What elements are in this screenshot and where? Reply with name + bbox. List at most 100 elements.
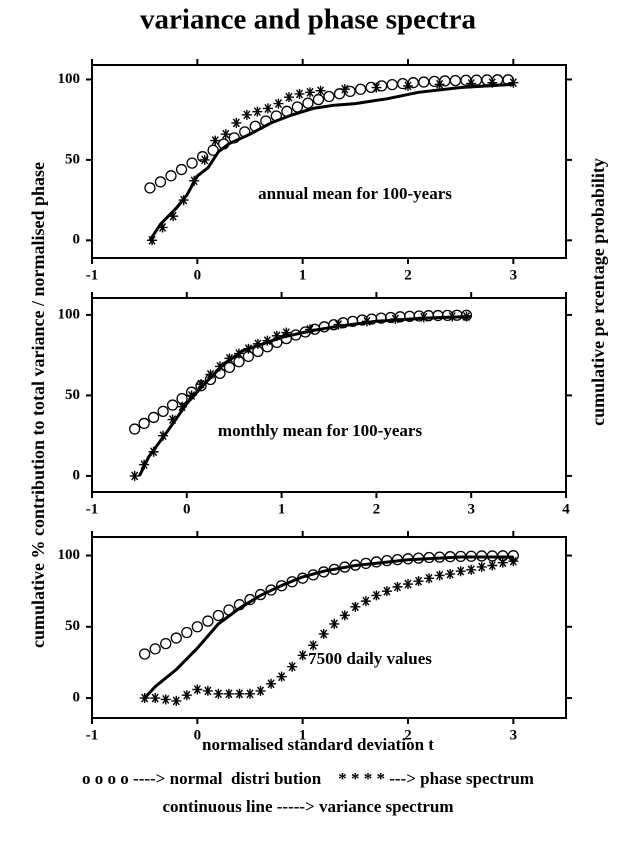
phase-point xyxy=(157,222,168,233)
phase-point xyxy=(245,688,255,699)
phase-point xyxy=(150,693,161,704)
normal-point xyxy=(129,423,141,435)
phase-point xyxy=(199,154,210,165)
x-tick-label: 3 xyxy=(510,267,518,283)
x-tick-label: 1 xyxy=(299,727,307,743)
normal-point xyxy=(175,163,188,176)
phase-point xyxy=(223,688,234,699)
phase-point xyxy=(181,690,192,701)
phase-point xyxy=(339,84,350,95)
phase-point xyxy=(252,338,263,349)
variance-line xyxy=(148,82,514,242)
phase-point xyxy=(371,82,382,93)
phase-point xyxy=(508,77,519,88)
annotation: 7500 daily values xyxy=(308,649,432,668)
phase-point xyxy=(252,106,263,117)
normal-point xyxy=(160,637,172,650)
y-tick-label: 0 xyxy=(73,232,81,248)
normal-point xyxy=(144,182,156,194)
normal-point xyxy=(312,93,325,106)
phase-point xyxy=(186,390,197,401)
normal-point xyxy=(333,88,346,100)
phase-point xyxy=(487,77,498,88)
phase-point xyxy=(466,78,477,89)
phase-point xyxy=(139,693,150,704)
phase-point xyxy=(283,92,294,103)
normal-point xyxy=(275,580,288,592)
phase-point xyxy=(371,590,382,601)
phase-point xyxy=(305,87,316,98)
x-tick-label: 0 xyxy=(194,727,202,743)
x-tick-label: 2 xyxy=(404,267,412,283)
phase-point xyxy=(424,573,435,584)
phase-point xyxy=(333,319,344,330)
phase-point xyxy=(266,678,277,689)
normal-point xyxy=(302,97,314,109)
y-tick-label: 100 xyxy=(58,71,81,87)
phase-point xyxy=(220,129,231,140)
phase-point xyxy=(262,335,273,346)
normal-point xyxy=(149,643,161,655)
phase-point xyxy=(205,369,216,380)
y-tick-label: 50 xyxy=(65,151,80,167)
annotation: monthly mean for 100-years xyxy=(218,421,423,440)
normal-point xyxy=(212,609,225,622)
phase-point xyxy=(262,103,273,114)
chart-title: variance and phase spectra xyxy=(140,4,476,36)
y-tick-label: 0 xyxy=(73,689,81,705)
phase-point xyxy=(168,211,179,222)
normal-point xyxy=(154,176,167,188)
phase-point xyxy=(329,618,340,629)
phase-point xyxy=(315,85,326,96)
phase-point xyxy=(403,579,413,590)
normal-point xyxy=(139,648,151,660)
normal-point xyxy=(170,632,182,644)
normal-point xyxy=(418,76,430,88)
phase-point xyxy=(339,610,350,621)
phase-point xyxy=(445,569,456,580)
phase-point xyxy=(167,414,178,425)
normal-point xyxy=(166,399,179,411)
x-tick-label: -1 xyxy=(86,727,99,743)
phase-point xyxy=(434,570,445,581)
y-tick-label: 50 xyxy=(65,387,80,403)
variance-line xyxy=(138,315,472,477)
normal-point xyxy=(147,411,160,424)
y2-axis-label: cumulative pe rcentage probability xyxy=(588,158,608,426)
phase-point xyxy=(192,684,203,695)
normal-point xyxy=(265,584,277,596)
normal-point xyxy=(181,626,193,639)
normal-point xyxy=(386,78,398,91)
phase-point xyxy=(196,379,207,390)
phase-point xyxy=(241,109,252,120)
phase-point xyxy=(210,135,221,146)
phase-point xyxy=(271,330,282,341)
y-tick-label: 100 xyxy=(58,306,81,322)
phase-point xyxy=(281,327,292,338)
phase-point xyxy=(177,401,188,412)
annotation: annual mean for 100-years xyxy=(258,184,452,203)
x-tick-label: 1 xyxy=(299,267,307,283)
phase-point xyxy=(294,88,305,99)
phase-point xyxy=(202,685,213,696)
x-tick-label: 3 xyxy=(467,501,475,517)
phase-point xyxy=(381,586,392,597)
phase-point xyxy=(234,688,245,699)
legend-text: continuous line -----> variance spectrum xyxy=(162,797,453,816)
y-tick-label: 100 xyxy=(58,547,81,563)
phase-point xyxy=(160,694,171,705)
normal-point xyxy=(138,417,150,430)
normal-point xyxy=(186,157,198,169)
phase-point xyxy=(255,685,266,696)
normal-point xyxy=(157,405,169,417)
phase-point xyxy=(287,661,298,672)
x-tick-label: 0 xyxy=(194,267,202,283)
phase-point xyxy=(434,79,445,90)
phase-point xyxy=(392,581,403,592)
x-tick-label: -1 xyxy=(86,267,99,283)
x-tick-label: 0 xyxy=(183,501,191,517)
phase-point xyxy=(455,566,466,577)
variance-line xyxy=(143,555,514,700)
phase-point xyxy=(171,695,182,706)
